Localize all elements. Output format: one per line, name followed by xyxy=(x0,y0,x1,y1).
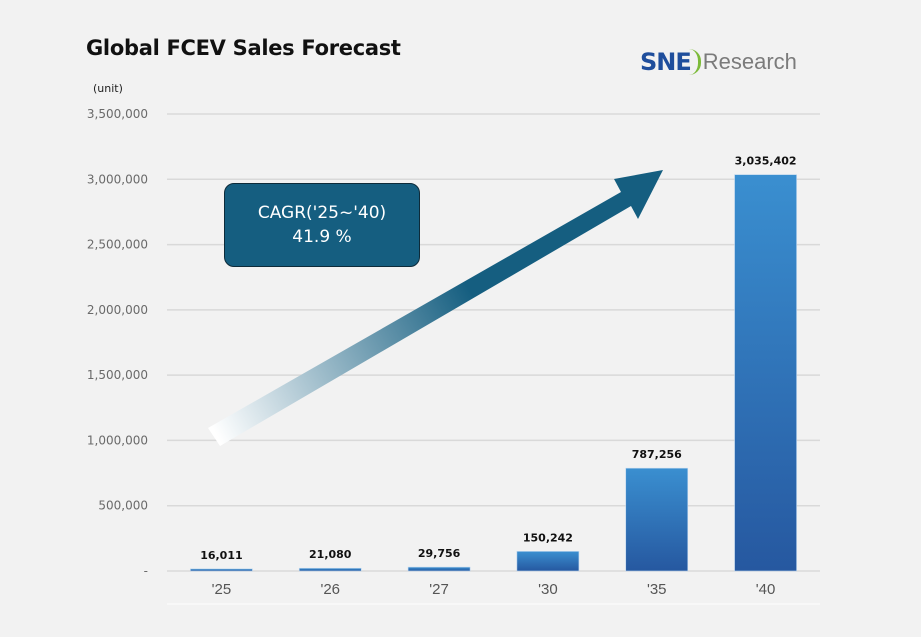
bar xyxy=(516,551,580,572)
y-tick-label: 3,500,000 xyxy=(87,107,148,121)
data-label: 29,756 xyxy=(418,547,461,560)
y-tick-label: 3,000,000 xyxy=(87,172,148,186)
bar xyxy=(734,174,797,572)
cagr-title: CAGR('25~'40) xyxy=(257,203,387,223)
logo-arc-icon xyxy=(689,49,701,75)
y-tick-label: - xyxy=(144,564,148,578)
y-axis-ticks: - 500,000 1,000,000 1,500,000 2,000,000 2,500… xyxy=(87,107,148,578)
x-tick-label: '35 xyxy=(647,581,667,598)
x-tick-label: '26 xyxy=(320,581,340,598)
data-label: 150,242 xyxy=(523,531,573,544)
logo-research-text: Research xyxy=(702,49,797,74)
x-tick-label: '25 xyxy=(212,581,232,598)
data-label: 787,256 xyxy=(632,448,682,461)
x-tick-label: '30 xyxy=(538,581,558,598)
x-axis-ticks: '25 '26 '27 '30 '35 '40 xyxy=(212,581,776,598)
sne-research-logo: SNE Research xyxy=(640,44,797,80)
data-label: 16,011 xyxy=(200,549,242,562)
data-label: 3,035,402 xyxy=(735,155,797,168)
x-tick-label: '27 xyxy=(429,581,449,598)
logo-sne-text: SNE xyxy=(640,48,692,76)
y-tick-label: 2,500,000 xyxy=(87,238,148,252)
growth-arrow-icon xyxy=(208,170,663,446)
chart-title: Global FCEV Sales Forecast xyxy=(86,36,401,60)
y-axis-unit-label: (unit) xyxy=(93,82,123,95)
y-tick-label: 1,000,000 xyxy=(87,433,148,447)
bar xyxy=(190,568,253,572)
data-labels: 16,011 21,080 29,756 150,242 787,256 3,035,40… xyxy=(200,155,796,562)
bar xyxy=(298,567,362,572)
bar xyxy=(625,467,689,572)
y-tick-label: 1,500,000 xyxy=(87,368,148,382)
y-tick-label: 500,000 xyxy=(98,499,148,513)
data-label: 21,080 xyxy=(309,548,352,561)
gridlines xyxy=(167,113,820,572)
y-tick-label: 2,000,000 xyxy=(87,303,148,317)
bar xyxy=(407,566,471,572)
bars xyxy=(190,174,797,572)
cagr-callout: CAGR('25~'40) 41.9 % xyxy=(224,183,420,267)
x-tick-label: '40 xyxy=(756,581,776,598)
cagr-value: 41.9 % xyxy=(292,227,352,247)
